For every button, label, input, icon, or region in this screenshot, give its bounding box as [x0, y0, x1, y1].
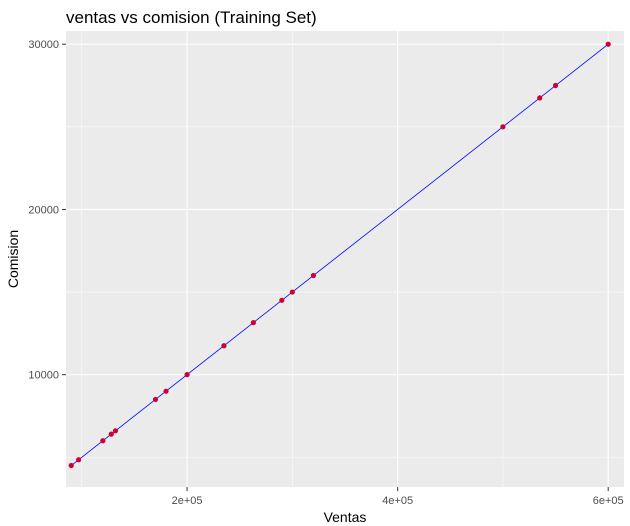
fit-line-layer: [71, 43, 609, 466]
data-point-11: [289, 289, 295, 295]
chart-title: ventas vs comision (Training Set): [66, 8, 317, 27]
data-point-14: [537, 95, 543, 101]
minor-gridlines: [66, 31, 624, 487]
y-tick-label-2: 30000: [28, 39, 59, 51]
y-tick-label-1: 20000: [28, 204, 59, 216]
data-point-13: [500, 124, 506, 130]
x-tick-label-0: 2e+05: [172, 495, 203, 507]
y-axis-ticks: 10000 20000 30000: [28, 39, 66, 382]
x-tick-label-2: 6e+05: [593, 495, 624, 507]
data-point-1: [76, 457, 82, 463]
data-point-16: [605, 41, 611, 47]
data-point-8: [221, 343, 227, 349]
data-point-5: [152, 396, 159, 403]
y-axis-title: Comision: [5, 230, 21, 288]
x-axis-ticks: 2e+05 4e+05 6e+05: [172, 487, 624, 507]
data-point-4: [112, 428, 119, 434]
y-tick-label-0: 10000: [28, 370, 59, 382]
data-point-2: [100, 438, 106, 444]
major-gridlines: [66, 31, 624, 487]
data-point-7: [184, 372, 190, 378]
plot-panel: [66, 31, 624, 487]
data-point-12: [310, 272, 317, 279]
x-axis-title: Ventas: [324, 509, 367, 525]
data-point-6: [163, 388, 169, 394]
data-point-0: [68, 462, 74, 469]
x-tick-label-1: 4e+05: [382, 495, 413, 507]
data-points-layer: [68, 41, 611, 469]
data-point-15: [552, 82, 559, 89]
data-point-10: [279, 297, 285, 303]
regression-line: [71, 43, 609, 466]
data-point-9: [250, 320, 256, 326]
data-point-3: [108, 431, 114, 437]
